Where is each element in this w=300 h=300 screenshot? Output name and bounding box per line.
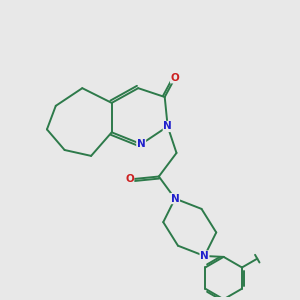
Text: N: N (137, 139, 146, 149)
Text: N: N (171, 194, 179, 204)
Text: O: O (171, 73, 179, 83)
Text: N: N (200, 251, 209, 261)
Text: O: O (125, 174, 134, 184)
Text: N: N (163, 122, 172, 131)
